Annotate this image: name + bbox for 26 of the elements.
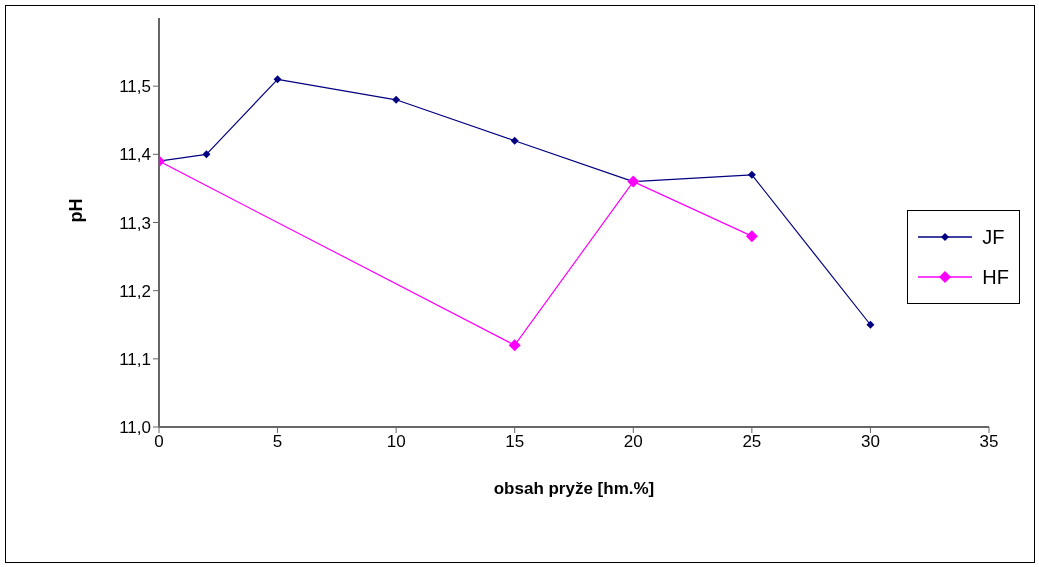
y-tick-label: 11,2 [119, 281, 151, 301]
x-tick-label: 5 [272, 432, 283, 452]
point [510, 136, 519, 145]
y-tick-label: 11,1 [119, 349, 151, 369]
x-tick-label: 10 [386, 432, 406, 452]
x-tick-label: 25 [742, 432, 762, 452]
x-tick-label: 20 [623, 432, 643, 452]
y-tick-label: 11,0 [119, 418, 151, 438]
point [745, 230, 758, 243]
y-axis-title: pH [66, 198, 87, 223]
point [747, 170, 756, 179]
x-tick-label: 35 [979, 432, 999, 452]
point [392, 95, 401, 104]
y-tick-label: 11,3 [119, 213, 151, 233]
x-tick-label: 30 [860, 432, 880, 452]
x-tick-label: 15 [505, 432, 525, 452]
point [202, 150, 211, 159]
legend-label: JF [982, 225, 1005, 249]
y-tick-label: 11,5 [119, 77, 151, 97]
point [866, 320, 875, 329]
legend-label: HF [982, 265, 1009, 289]
x-tick-label: 0 [154, 432, 164, 452]
x-axis-title: obsah pryže [hm.%] [493, 479, 655, 498]
y-tick-label: 11,4 [119, 145, 151, 165]
point [273, 75, 282, 84]
point [508, 339, 521, 352]
